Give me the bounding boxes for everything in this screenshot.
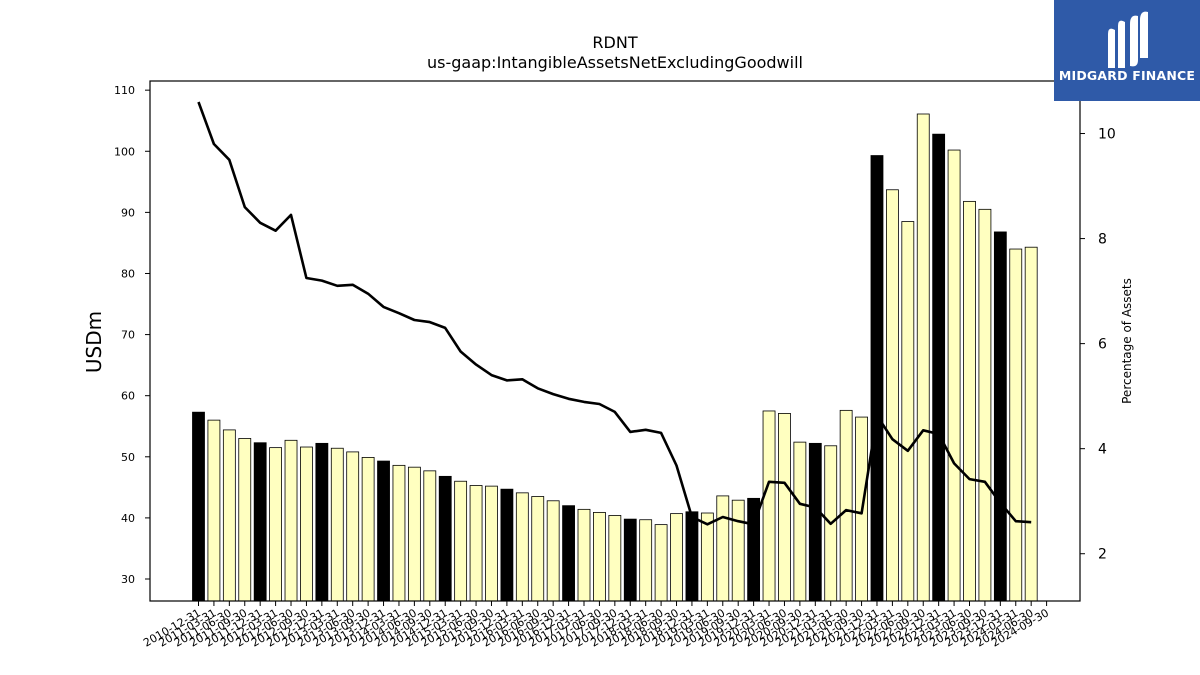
brand-name: MIDGARD FINANCE [1058, 68, 1196, 83]
bar [269, 447, 283, 602]
bar [978, 208, 992, 602]
y2-tick-label: 10 [1098, 127, 1116, 143]
bar [454, 480, 468, 602]
bar [284, 439, 298, 602]
y2-tick-label: 8 [1098, 232, 1107, 248]
bar [670, 513, 683, 602]
bar [700, 512, 714, 602]
y2-tick-label: 6 [1098, 337, 1107, 353]
bar [886, 189, 899, 602]
y-tick-label: 100 [114, 145, 135, 158]
chart-subtitle: us-gaap:IntangibleAssetsNetExcludingGood… [427, 53, 803, 72]
y2-axis-label: Percentage of Assets [1120, 278, 1134, 404]
y2-tick-label: 2 [1098, 547, 1107, 563]
bar [608, 515, 622, 602]
midgard-logo-icon [1108, 11, 1148, 69]
y-tick-label: 30 [121, 573, 135, 586]
bar [346, 451, 360, 602]
bar [315, 442, 329, 602]
bar [839, 409, 853, 602]
bar [808, 442, 822, 602]
bar [947, 149, 961, 602]
bar [253, 442, 267, 602]
y-tick-label: 40 [121, 512, 135, 525]
bar [438, 475, 452, 602]
bar [515, 492, 529, 602]
bar [238, 438, 252, 602]
bar [1024, 246, 1038, 602]
bar [916, 113, 930, 602]
bar [500, 488, 514, 602]
bar [993, 231, 1007, 602]
y-tick-label: 80 [121, 267, 135, 280]
y-tick-label: 90 [121, 206, 135, 219]
bar [654, 524, 668, 602]
bar [562, 505, 575, 602]
bar [222, 429, 236, 602]
bar [361, 457, 375, 602]
bar [593, 511, 606, 602]
bar [762, 410, 776, 602]
y-axis-label: USDm [82, 311, 106, 373]
bar [192, 411, 205, 602]
chart-title: RDNT [592, 33, 637, 52]
bar [407, 466, 421, 602]
line-series [197, 101, 1032, 526]
axes: 304050607080901001102468102010-12-312011… [114, 80, 1116, 650]
bar [330, 447, 344, 602]
bar [778, 413, 791, 602]
bar [423, 470, 437, 602]
bar [731, 499, 745, 602]
bar [685, 511, 699, 602]
bar [793, 441, 807, 602]
y-tick-label: 60 [121, 390, 135, 403]
bar [639, 519, 653, 602]
bar [469, 485, 483, 602]
bar [392, 464, 406, 602]
bar [870, 155, 884, 602]
bar [716, 495, 730, 602]
bar [901, 221, 915, 602]
bar [531, 496, 545, 602]
line-path [197, 101, 1032, 526]
bar [963, 200, 976, 602]
y-tick-label: 70 [121, 329, 135, 342]
bar [623, 518, 637, 602]
bar [932, 133, 946, 602]
bar [1009, 248, 1023, 602]
bar-series [192, 113, 1038, 602]
y2-tick-label: 4 [1098, 442, 1107, 458]
bar [577, 508, 591, 602]
bar [377, 460, 390, 602]
brand-logo: MIDGARD FINANCE [1054, 0, 1200, 101]
bar [300, 446, 313, 602]
bar [485, 485, 498, 602]
y-tick-label: 50 [121, 451, 135, 464]
bar [207, 419, 221, 602]
y-tick-label: 110 [114, 84, 135, 97]
bar [546, 500, 560, 602]
